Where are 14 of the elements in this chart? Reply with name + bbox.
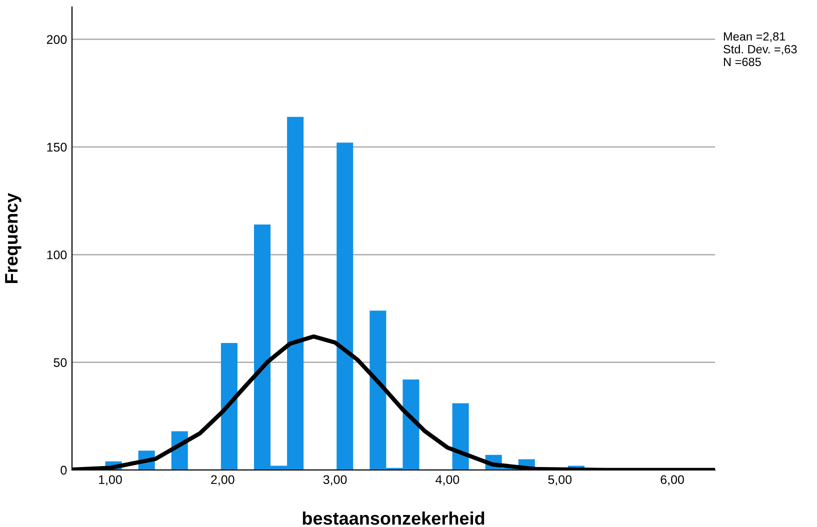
x-tick-label: 6,00: [660, 475, 684, 486]
x-axis-title: bestaansonzekerheid: [302, 512, 484, 525]
x-tick-label: 4,00: [436, 475, 460, 486]
x-tick-label: 1,00: [99, 475, 122, 486]
y-tick-label: 150: [47, 142, 67, 152]
x-tick-label: 2,00: [211, 475, 234, 486]
y-tick-label: 200: [46, 35, 67, 44]
x-tick-label: 5,00: [548, 475, 572, 486]
y-tick-label: 50: [54, 358, 67, 367]
y-axis-title: Frequency: [5, 192, 22, 283]
y-tick-label: 100: [47, 250, 67, 260]
y-tick-label: 0: [60, 466, 67, 475]
x-tick-label: 3,00: [323, 475, 347, 486]
text: Mean =2,81 Std. Dev. =,63 N =685: [724, 32, 797, 66]
